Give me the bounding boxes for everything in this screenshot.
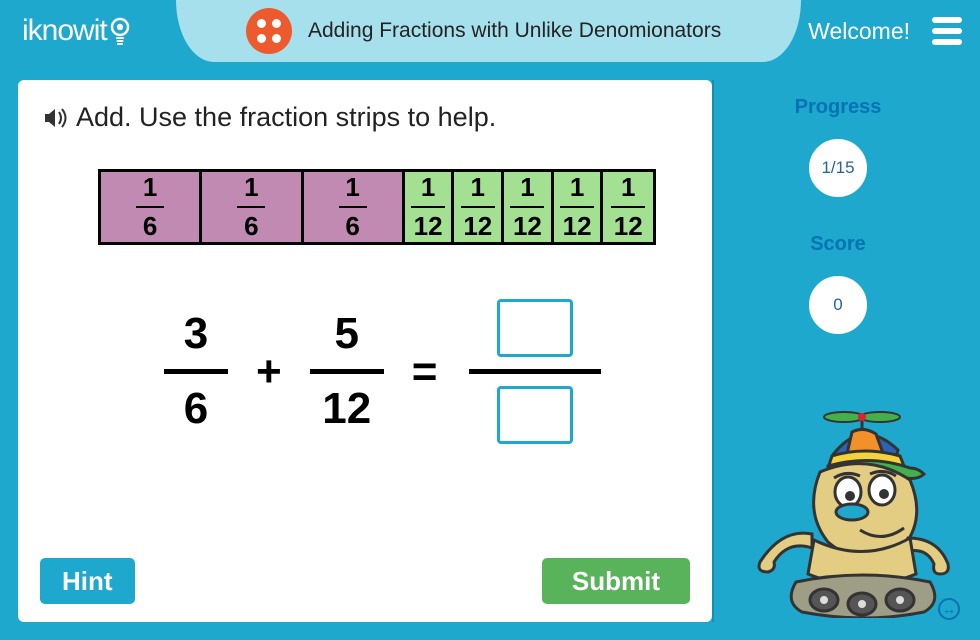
- answer-numerator-input[interactable]: [497, 299, 573, 357]
- body: Add. Use the fraction strips to help. 16…: [0, 62, 980, 640]
- answer-fraction: [469, 299, 601, 444]
- fraction-strip-cell: 112: [603, 172, 653, 242]
- fraction-1: 3 6: [164, 309, 228, 434]
- progress-ring: 1/15: [795, 125, 881, 211]
- question-prompt: Add. Use the fraction strips to help.: [76, 102, 496, 133]
- progress-label: Progress: [795, 96, 882, 119]
- logo-text: iknowit: [22, 14, 107, 48]
- lesson-title: Adding Fractions with Unlike Denomionato…: [308, 19, 721, 43]
- frac1-denom: 6: [184, 384, 208, 434]
- logo[interactable]: iknowit: [0, 14, 131, 48]
- fraction-strips: 161616112112112112112: [98, 169, 656, 245]
- hint-button[interactable]: Hint: [40, 558, 135, 604]
- menu-button[interactable]: [932, 0, 962, 62]
- app-frame: iknowit Adding Fractions with Unlike Den…: [0, 0, 980, 640]
- fraction-strip-cell: 112: [454, 172, 504, 242]
- score-ring: 0: [795, 262, 881, 348]
- lightbulb-icon: [109, 16, 131, 46]
- progress-value: 1/15: [821, 158, 854, 178]
- robot-mascot-icon: [732, 408, 958, 618]
- fraction-strip-cell: 16: [202, 172, 303, 242]
- equals-sign: =: [412, 347, 438, 397]
- question-panel: Add. Use the fraction strips to help. 16…: [18, 80, 712, 622]
- score-label: Score: [810, 233, 866, 256]
- score-value: 0: [833, 295, 842, 315]
- fraction-strip-cell: 16: [304, 172, 405, 242]
- side-panel: Progress 1/15 Score 0: [712, 80, 962, 622]
- plus-sign: +: [256, 347, 282, 397]
- welcome-text: Welcome!: [808, 0, 910, 62]
- frac2-numer: 5: [334, 309, 358, 359]
- equation: 3 6 + 5 12 =: [164, 299, 686, 444]
- fraction-strip-cell: 112: [554, 172, 604, 242]
- frac1-numer: 3: [184, 309, 208, 359]
- header: iknowit Adding Fractions with Unlike Den…: [0, 0, 980, 62]
- fraction-strip-cell: 112: [405, 172, 455, 242]
- frac2-denom: 12: [322, 384, 371, 434]
- submit-button[interactable]: Submit: [542, 558, 690, 604]
- fraction-strip-cell: 16: [101, 172, 202, 242]
- lesson-badge-icon: [246, 8, 292, 54]
- expand-button[interactable]: ↔: [938, 598, 960, 620]
- lesson-title-pill: Adding Fractions with Unlike Denomionato…: [176, 0, 801, 62]
- speaker-icon[interactable]: [44, 107, 70, 129]
- fraction-strip-cell: 112: [504, 172, 554, 242]
- prompt-row: Add. Use the fraction strips to help.: [44, 102, 686, 133]
- answer-denominator-input[interactable]: [497, 386, 573, 444]
- fraction-2: 5 12: [310, 309, 384, 434]
